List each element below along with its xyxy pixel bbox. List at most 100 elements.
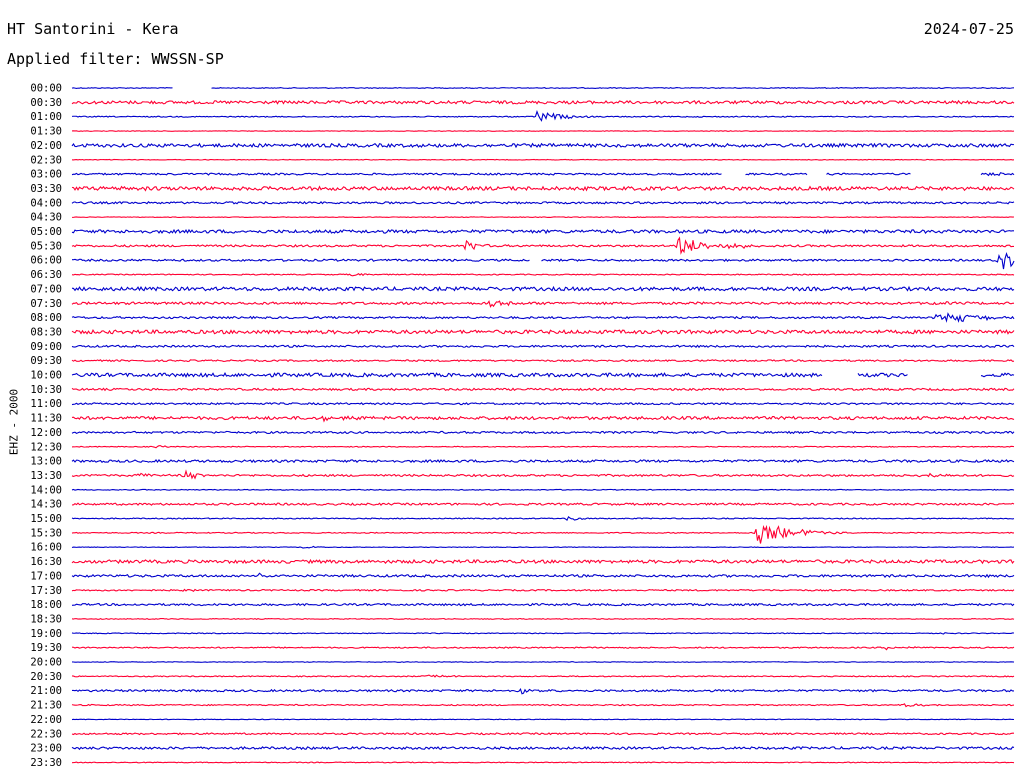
time-tick-label: 03:00	[30, 169, 62, 181]
time-tick-label: 10:30	[30, 384, 62, 396]
trace-line	[71, 130, 1015, 132]
time-tick-label: 05:30	[30, 240, 62, 252]
time-tick-label: 15:00	[30, 513, 62, 525]
time-tick-label: 20:00	[30, 657, 62, 669]
trace-line	[71, 617, 1015, 620]
trace-line	[71, 172, 1015, 177]
trace-line	[71, 459, 1015, 464]
trace-line	[71, 761, 1015, 764]
time-tick-label: 09:30	[30, 355, 62, 367]
trace-line	[71, 703, 1015, 708]
time-tick-label: 14:00	[30, 484, 62, 496]
trace-line	[71, 558, 1015, 565]
time-tick-label: 07:00	[30, 283, 62, 295]
trace-line	[71, 430, 1015, 435]
trace-line	[71, 142, 1015, 149]
time-tick-label: 06:00	[30, 255, 62, 267]
time-tick-label: 04:30	[30, 212, 62, 224]
filter-label: Applied filter: WWSSN-SP	[7, 50, 224, 68]
time-tick-label: 09:00	[30, 341, 62, 353]
time-tick-label: 14:30	[30, 499, 62, 511]
time-tick-label: 19:30	[30, 642, 62, 654]
trace-line	[71, 285, 1015, 292]
trace-line	[71, 328, 1015, 335]
time-tick-label: 22:00	[30, 714, 62, 726]
time-tick-label: 22:30	[30, 728, 62, 740]
time-tick-label: 16:30	[30, 556, 62, 568]
trace-line	[71, 251, 1015, 270]
trace-line	[71, 745, 1015, 751]
time-tick-label: 07:30	[30, 298, 62, 310]
trace-line	[71, 158, 1015, 161]
trace-line	[71, 602, 1015, 607]
trace-line	[71, 469, 1015, 480]
trace-line	[71, 109, 1015, 122]
trace-line	[71, 674, 1015, 678]
time-tick-label: 13:30	[30, 470, 62, 482]
trace-line	[71, 718, 1015, 721]
trace-line	[71, 646, 1015, 651]
time-tick-label: 17:00	[30, 570, 62, 582]
trace-line	[71, 687, 1015, 695]
trace-line	[71, 545, 1015, 549]
trace-line	[71, 216, 1015, 219]
trace-line	[71, 502, 1015, 506]
trace-line	[71, 445, 1015, 449]
time-tick-label: 12:30	[30, 441, 62, 453]
time-tick-label: 10:00	[30, 370, 62, 382]
time-tick-label: 11:30	[30, 413, 62, 425]
trace-line	[71, 524, 1015, 544]
time-tick-label: 08:00	[30, 312, 62, 324]
trace-line	[71, 344, 1015, 349]
time-tick-label: 00:00	[30, 83, 62, 95]
station-title: HT Santorini - Kera	[7, 20, 179, 38]
time-tick-label: 17:30	[30, 585, 62, 597]
time-tick-label: 21:30	[30, 700, 62, 712]
trace-line	[71, 515, 1015, 522]
date-label: 2024-07-25	[923, 20, 1014, 38]
time-tick-label: 06:30	[30, 269, 62, 281]
trace-line	[71, 228, 1015, 235]
time-tick-label: 21:00	[30, 685, 62, 697]
time-tick-label: 00:30	[30, 97, 62, 109]
trace-line	[71, 415, 1015, 423]
time-tick-label: 05:00	[30, 226, 62, 238]
trace-line	[71, 312, 1015, 323]
time-tick-label: 03:30	[30, 183, 62, 195]
time-tick-label: 01:00	[30, 111, 62, 123]
trace-line	[71, 588, 1015, 593]
trace-line	[71, 185, 1015, 192]
trace-line	[71, 572, 1015, 579]
trace-line	[71, 402, 1015, 406]
time-tick-label: 01:30	[30, 126, 62, 138]
time-tick-label: 02:00	[30, 140, 62, 152]
trace-line	[71, 200, 1015, 205]
time-tick-label: 23:30	[30, 757, 62, 769]
time-tick-label: 02:30	[30, 154, 62, 166]
time-tick-label: 13:00	[30, 456, 62, 468]
trace-line	[71, 86, 1015, 89]
trace-line	[71, 632, 1015, 635]
trace-line	[71, 732, 1015, 736]
trace-line	[71, 488, 1015, 491]
time-tick-label: 20:30	[30, 671, 62, 683]
time-tick-label: 11:00	[30, 398, 62, 410]
trace-line	[71, 661, 1015, 663]
time-tick-label: 16:00	[30, 542, 62, 554]
trace-line	[71, 236, 1015, 255]
time-tick-label: 23:00	[30, 743, 62, 755]
time-tick-label: 19:00	[30, 628, 62, 640]
time-tick-label: 04:00	[30, 197, 62, 209]
time-tick-label: 12:00	[30, 427, 62, 439]
trace-line	[71, 272, 1015, 277]
time-tick-label: 08:30	[30, 326, 62, 338]
trace-line	[71, 300, 1015, 308]
trace-line	[71, 99, 1015, 105]
trace-line	[71, 359, 1015, 363]
time-tick-label: 15:30	[30, 527, 62, 539]
trace-line	[71, 387, 1015, 392]
trace-line	[71, 372, 1015, 379]
time-tick-label: 18:00	[30, 599, 62, 611]
time-tick-label: 18:30	[30, 613, 62, 625]
